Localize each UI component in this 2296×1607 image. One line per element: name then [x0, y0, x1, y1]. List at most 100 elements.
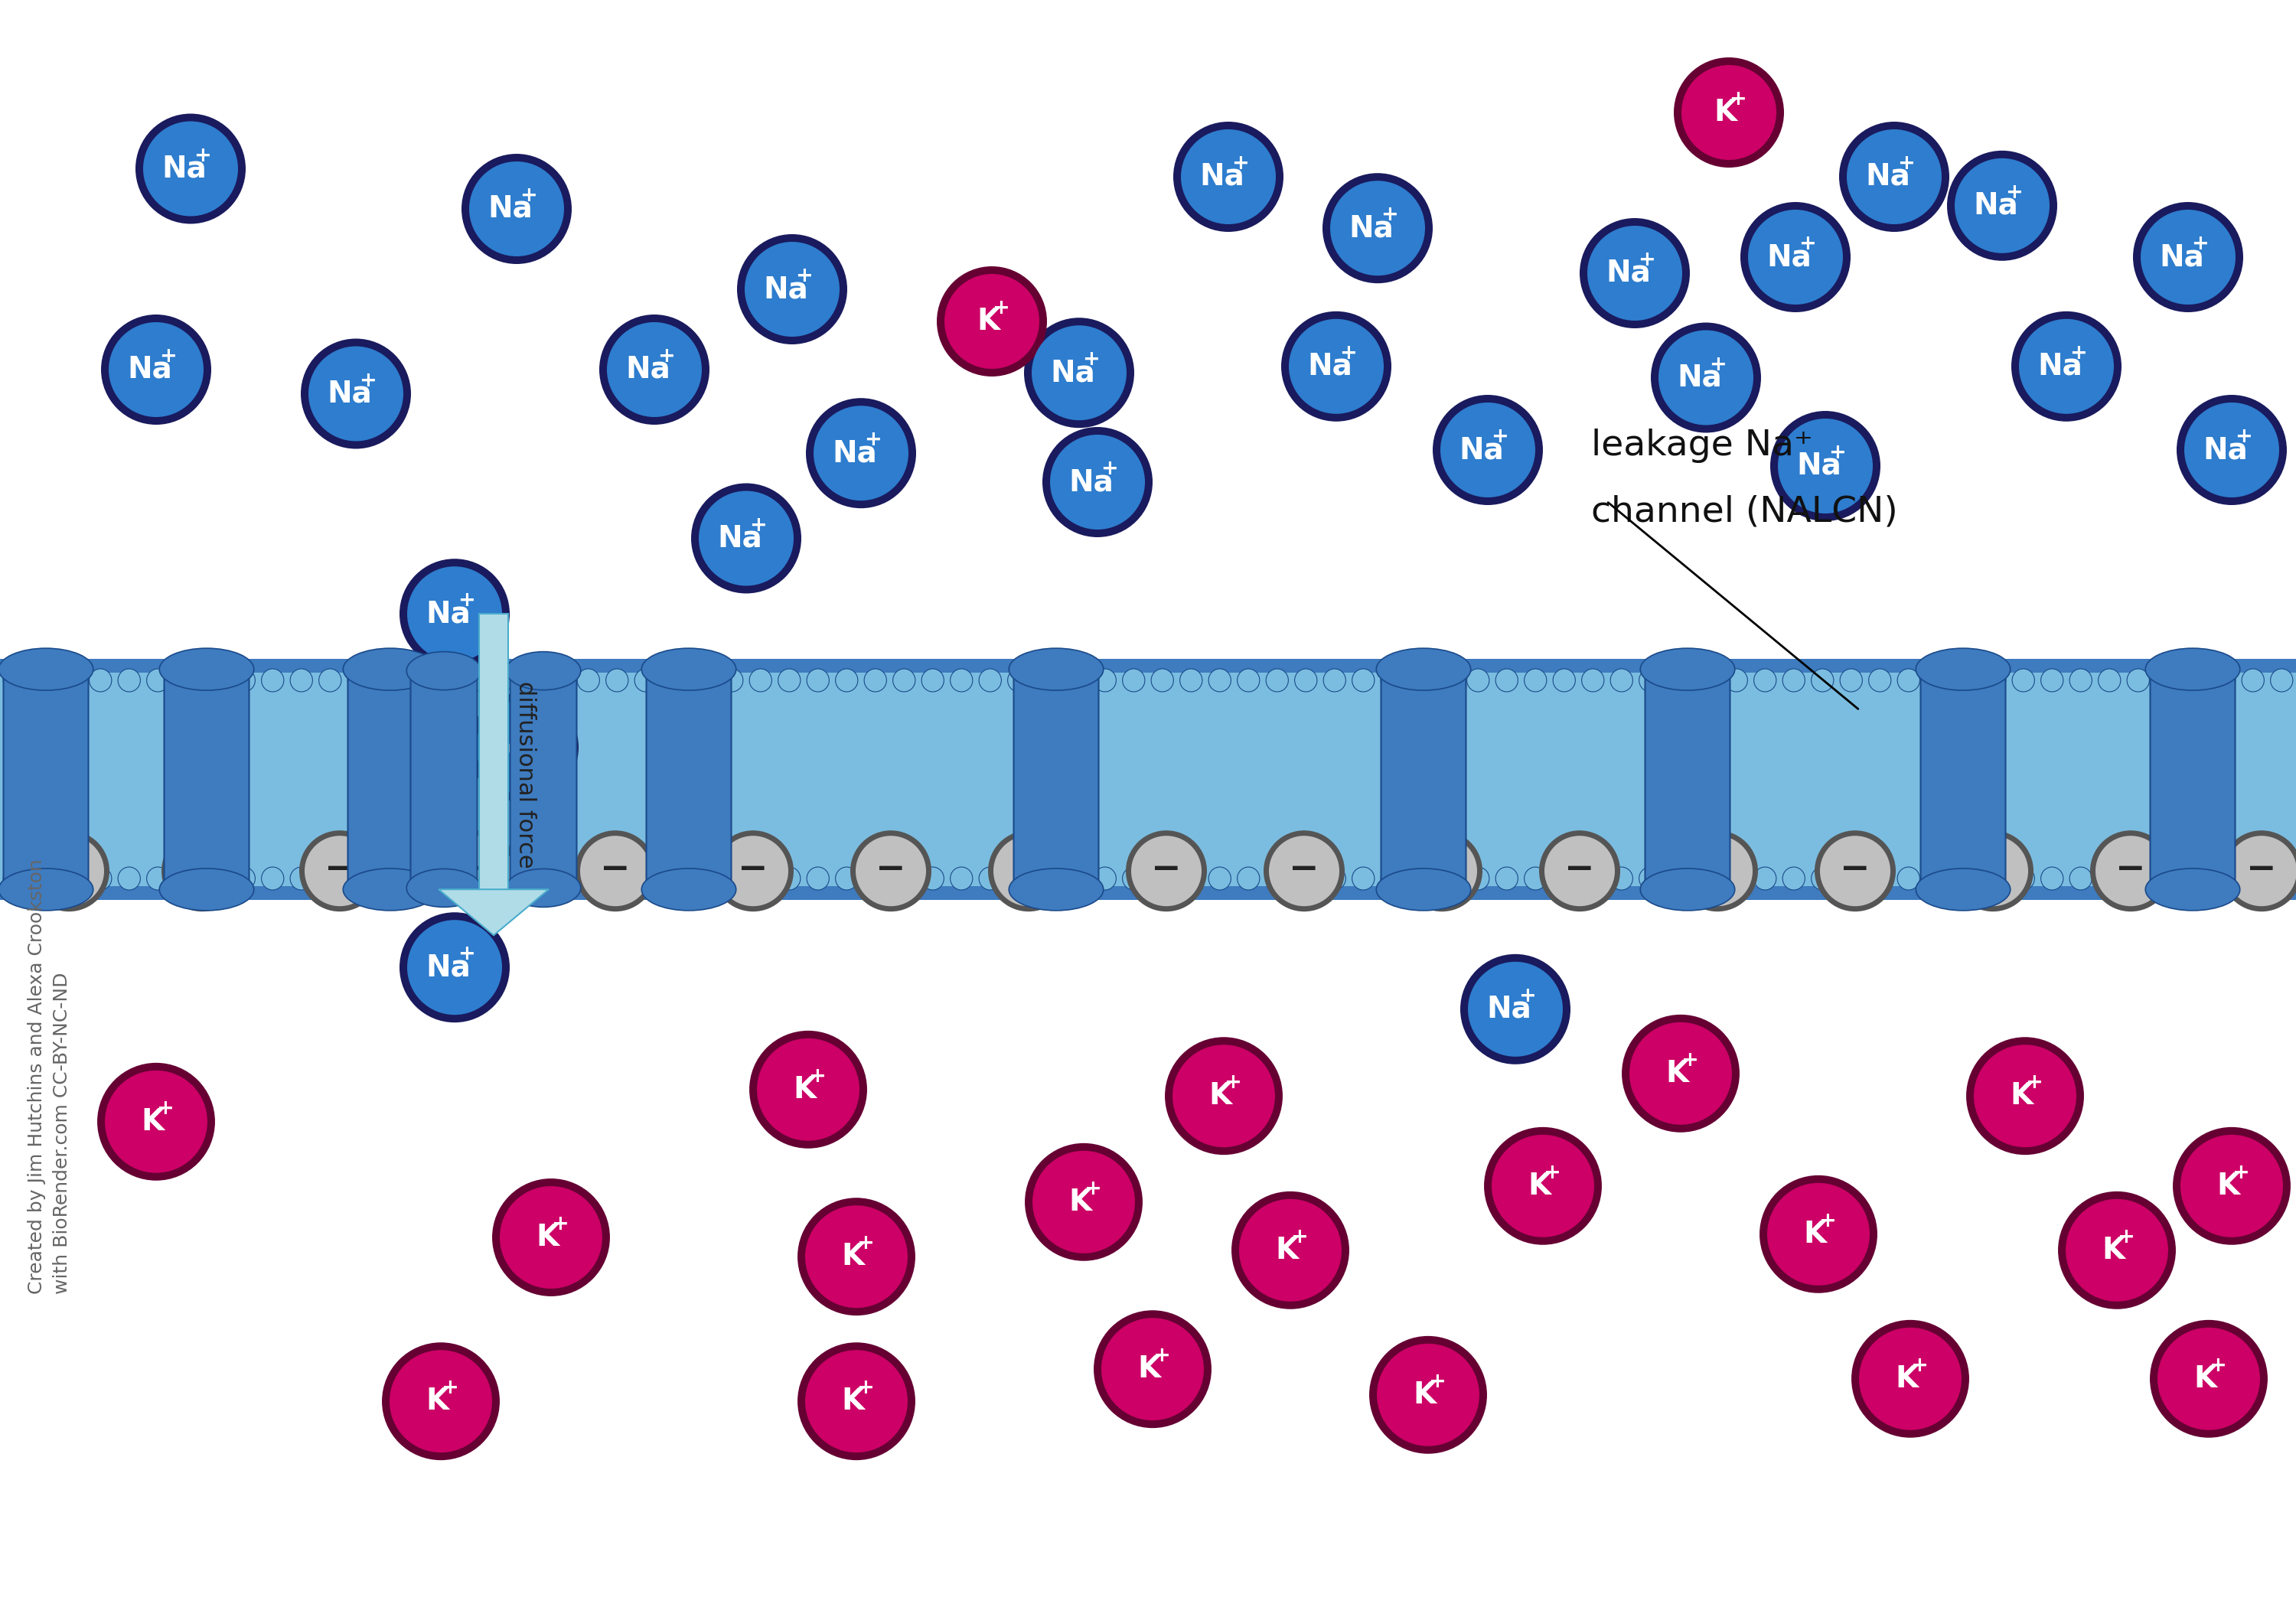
- Ellipse shape: [1322, 868, 1345, 890]
- Text: Na: Na: [1052, 358, 1095, 387]
- Text: −: −: [2245, 852, 2278, 887]
- Circle shape: [797, 1197, 916, 1316]
- Circle shape: [28, 831, 110, 911]
- Circle shape: [400, 559, 510, 669]
- Circle shape: [1033, 1151, 1134, 1253]
- Text: Na: Na: [1768, 243, 1812, 272]
- Circle shape: [2011, 312, 2122, 421]
- Ellipse shape: [2144, 868, 2241, 911]
- Ellipse shape: [2241, 669, 2264, 691]
- Ellipse shape: [1265, 669, 1288, 691]
- Circle shape: [1814, 831, 1896, 911]
- Ellipse shape: [60, 669, 83, 691]
- Ellipse shape: [1150, 868, 1173, 890]
- Ellipse shape: [32, 868, 55, 890]
- Text: +: +: [748, 516, 767, 535]
- Text: K: K: [1068, 1188, 1091, 1216]
- Circle shape: [797, 1342, 916, 1461]
- Circle shape: [2149, 1319, 2268, 1438]
- Ellipse shape: [806, 669, 829, 691]
- Circle shape: [1329, 180, 1426, 276]
- Circle shape: [2181, 1135, 2282, 1237]
- Text: +: +: [1380, 206, 1398, 225]
- Polygon shape: [439, 889, 549, 935]
- Text: K: K: [840, 1387, 863, 1416]
- Ellipse shape: [491, 868, 514, 890]
- Ellipse shape: [1375, 868, 1472, 911]
- Ellipse shape: [505, 652, 581, 689]
- Ellipse shape: [1352, 669, 1375, 691]
- Circle shape: [1674, 58, 1784, 167]
- Circle shape: [1651, 323, 1761, 432]
- Circle shape: [1031, 325, 1127, 421]
- Ellipse shape: [232, 868, 255, 890]
- Text: K: K: [976, 307, 999, 336]
- Circle shape: [501, 1186, 602, 1289]
- Circle shape: [1821, 836, 1890, 906]
- Circle shape: [1747, 209, 1844, 305]
- Circle shape: [1958, 836, 2027, 906]
- Text: +: +: [358, 371, 377, 391]
- Text: +: +: [526, 725, 544, 744]
- Ellipse shape: [1180, 669, 1203, 691]
- Text: +: +: [457, 591, 475, 611]
- Text: Na: Na: [1488, 995, 1531, 1024]
- Ellipse shape: [404, 868, 427, 890]
- Circle shape: [1683, 836, 1752, 906]
- Ellipse shape: [721, 868, 744, 890]
- Ellipse shape: [1609, 669, 1632, 691]
- Text: Na: Na: [1607, 259, 1651, 288]
- Ellipse shape: [806, 868, 829, 890]
- Ellipse shape: [1782, 868, 1805, 890]
- Circle shape: [1281, 312, 1391, 421]
- Ellipse shape: [519, 669, 542, 691]
- Circle shape: [1954, 157, 2050, 254]
- Ellipse shape: [232, 669, 255, 691]
- Ellipse shape: [606, 669, 629, 691]
- Text: +: +: [1084, 1180, 1102, 1199]
- Ellipse shape: [1926, 669, 1949, 691]
- Ellipse shape: [342, 648, 439, 691]
- Circle shape: [1681, 64, 1777, 161]
- Ellipse shape: [262, 868, 285, 890]
- Ellipse shape: [406, 652, 482, 689]
- Circle shape: [400, 913, 510, 1022]
- Text: +: +: [2117, 1228, 2135, 1247]
- Ellipse shape: [893, 868, 916, 890]
- Text: Na: Na: [163, 154, 207, 183]
- Text: diffusional force: diffusional force: [514, 681, 537, 868]
- Ellipse shape: [90, 868, 113, 890]
- Text: Na: Na: [496, 733, 540, 762]
- Text: −: −: [1701, 852, 1733, 887]
- Circle shape: [758, 1038, 859, 1141]
- Circle shape: [2227, 836, 2296, 906]
- Ellipse shape: [289, 669, 312, 691]
- Text: +: +: [1637, 251, 1655, 270]
- Ellipse shape: [117, 868, 140, 890]
- Circle shape: [491, 1178, 611, 1297]
- Circle shape: [1368, 1335, 1488, 1454]
- Circle shape: [2096, 836, 2165, 906]
- Ellipse shape: [1754, 868, 1777, 890]
- Ellipse shape: [158, 868, 255, 911]
- Circle shape: [813, 405, 909, 501]
- Text: +: +: [1818, 1212, 1837, 1231]
- FancyBboxPatch shape: [1015, 670, 1097, 889]
- Text: +: +: [2232, 1163, 2250, 1183]
- Ellipse shape: [377, 669, 400, 691]
- Ellipse shape: [1724, 868, 1747, 890]
- Ellipse shape: [289, 868, 312, 890]
- Ellipse shape: [2, 868, 25, 890]
- Circle shape: [2066, 1199, 2167, 1302]
- Ellipse shape: [1495, 868, 1518, 890]
- Text: Na: Na: [489, 194, 533, 223]
- Ellipse shape: [1035, 868, 1058, 890]
- Circle shape: [461, 154, 572, 264]
- Text: −: −: [1839, 852, 1871, 887]
- Text: +: +: [1153, 1347, 1171, 1366]
- Circle shape: [1846, 129, 1942, 225]
- Ellipse shape: [2213, 669, 2236, 691]
- Text: Na: Na: [1867, 162, 1910, 191]
- Ellipse shape: [1123, 669, 1146, 691]
- Text: K: K: [2101, 1236, 2124, 1265]
